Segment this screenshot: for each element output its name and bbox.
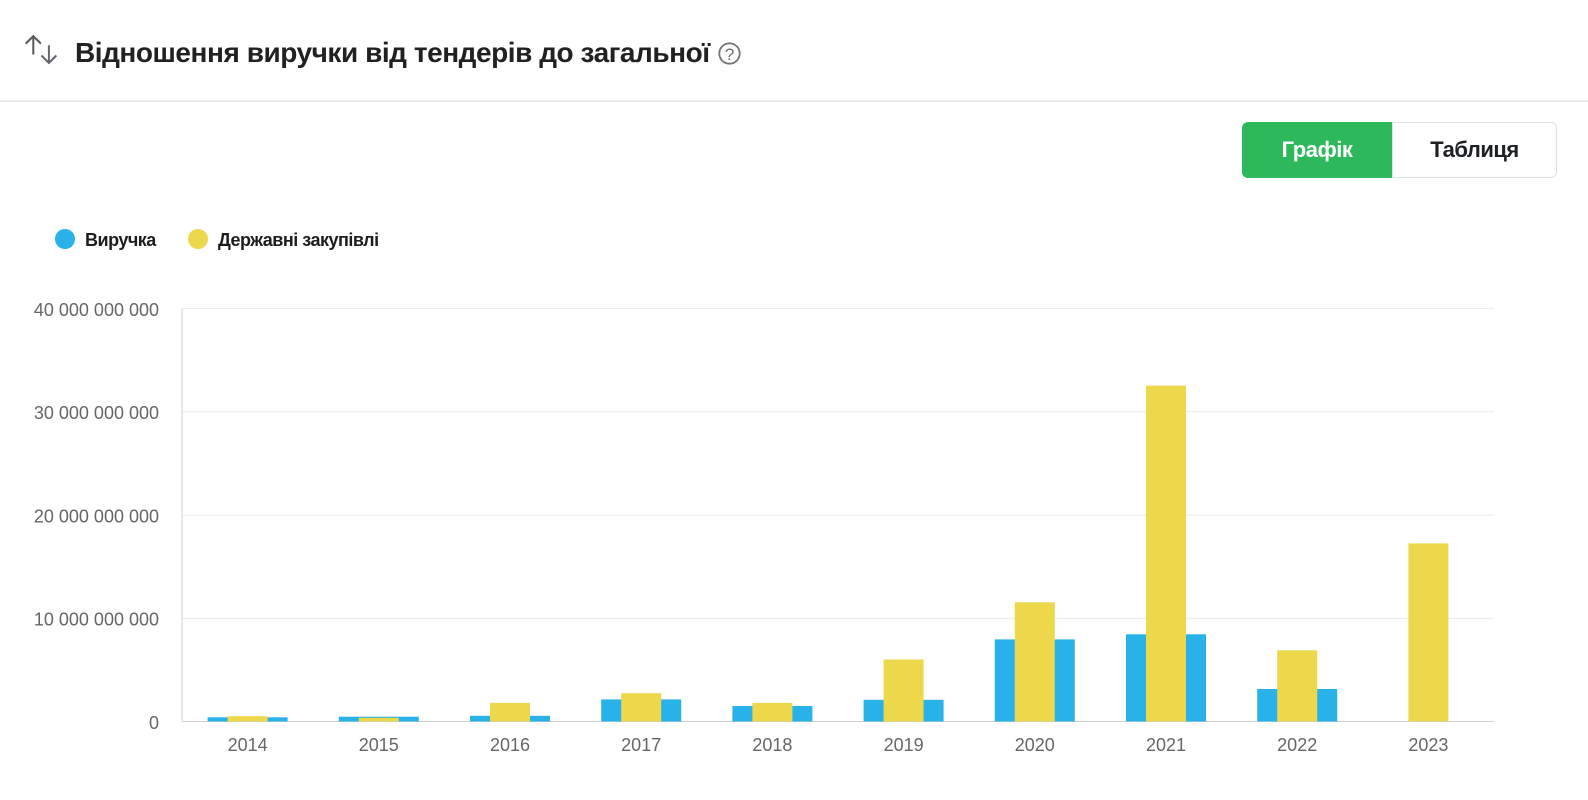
svg-text:30 000 000 000: 30 000 000 000	[34, 403, 159, 423]
svg-text:2021: 2021	[1146, 735, 1186, 755]
svg-text:2018: 2018	[752, 735, 792, 755]
svg-text:2023: 2023	[1408, 735, 1448, 755]
svg-text:2017: 2017	[621, 735, 661, 755]
svg-text:20 000 000 000: 20 000 000 000	[34, 506, 159, 526]
svg-text:40 000 000 000: 40 000 000 000	[34, 300, 159, 320]
svg-text:2016: 2016	[490, 735, 530, 755]
svg-text:10 000 000 000: 10 000 000 000	[34, 610, 159, 630]
svg-text:2019: 2019	[884, 735, 924, 755]
svg-text:2022: 2022	[1277, 735, 1317, 755]
svg-text:?: ?	[725, 45, 734, 64]
svg-text:2020: 2020	[1015, 735, 1055, 755]
svg-text:2015: 2015	[359, 735, 399, 755]
svg-text:2014: 2014	[228, 735, 268, 755]
svg-text:0: 0	[149, 713, 159, 733]
